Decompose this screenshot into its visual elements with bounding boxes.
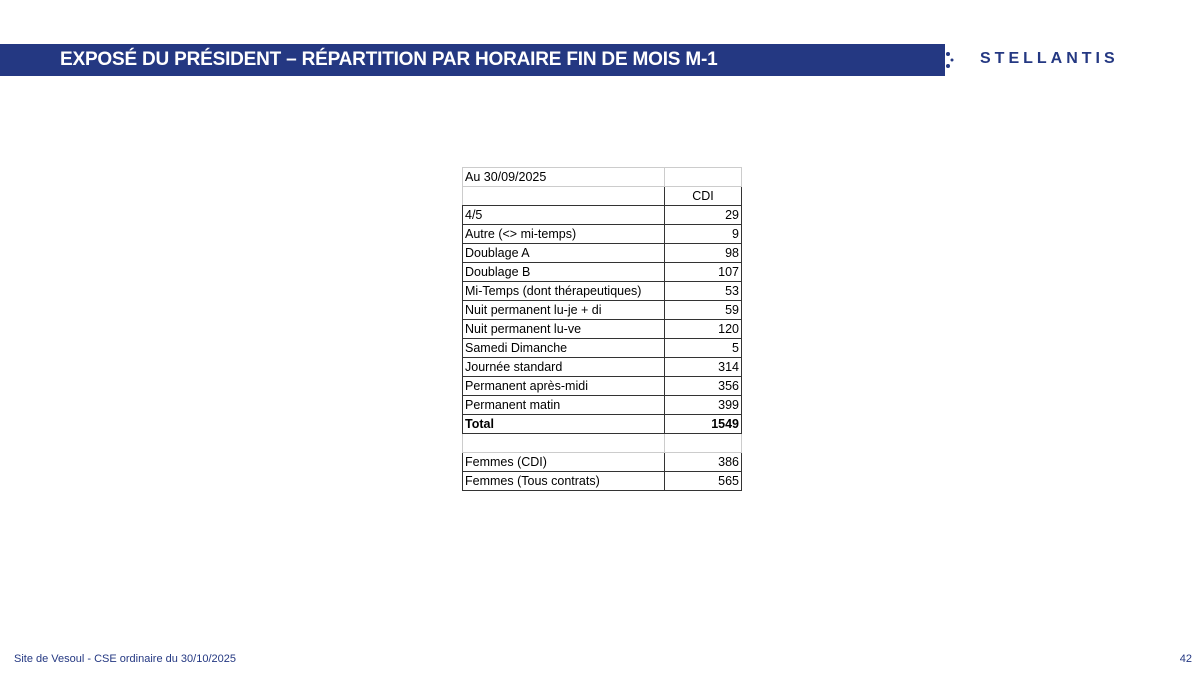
- row-label: Femmes (Tous contrats): [462, 471, 665, 491]
- logo-dots-icon: [941, 47, 954, 73]
- table-row: Femmes (Tous contrats) 565: [462, 471, 742, 491]
- row-value: 314: [664, 357, 742, 377]
- stellantis-logo: STELLANTIS: [980, 50, 1119, 67]
- table-row: Permanent après-midi 356: [462, 376, 742, 396]
- spacer-row: [462, 433, 742, 453]
- row-value: 565: [664, 471, 742, 491]
- table-row: Mi-Temps (dont thérapeutiques) 53: [462, 281, 742, 301]
- row-value: 1549: [664, 414, 742, 434]
- row-label: Total: [462, 414, 665, 434]
- slide-title: EXPOSÉ DU PRÉSIDENT – RÉPARTITION PAR HO…: [60, 49, 718, 70]
- row-label: Doublage B: [462, 262, 665, 282]
- row-label: Permanent matin: [462, 395, 665, 415]
- row-value: 107: [664, 262, 742, 282]
- row-value: 98: [664, 243, 742, 263]
- page-number: 42: [1179, 653, 1192, 665]
- table-row: Total 1549: [462, 414, 742, 434]
- schedule-table: Au 30/09/2025 CDI 4/5 29 Autre (<> mi-temp…: [462, 167, 742, 491]
- table-row: Samedi Dimanche 5: [462, 338, 742, 358]
- table-row: 4/5 29: [462, 205, 742, 225]
- row-value: 5: [664, 338, 742, 358]
- row-label: Nuit permanent lu-je + di: [462, 300, 665, 320]
- row-label: Journée standard: [462, 357, 665, 377]
- title-bar: EXPOSÉ DU PRÉSIDENT – RÉPARTITION PAR HO…: [0, 44, 945, 76]
- row-value: 399: [664, 395, 742, 415]
- table-row: Doublage B 107: [462, 262, 742, 282]
- row-value: 53: [664, 281, 742, 301]
- column-header-cdi: CDI: [664, 186, 742, 206]
- table-row: Permanent matin 399: [462, 395, 742, 415]
- row-label: Permanent après-midi: [462, 376, 665, 396]
- row-value: 386: [664, 452, 742, 472]
- row-label: Samedi Dimanche: [462, 338, 665, 358]
- footer-text: Site de Vesoul - CSE ordinaire du 30/10/…: [14, 653, 236, 665]
- row-value: 59: [664, 300, 742, 320]
- row-label: 4/5: [462, 205, 665, 225]
- table-row: Femmes (CDI) 386: [462, 452, 742, 472]
- row-label: Doublage A: [462, 243, 665, 263]
- table-row: Journée standard 314: [462, 357, 742, 377]
- row-label: Autre (<> mi-temps): [462, 224, 665, 244]
- table-row: Doublage A 98: [462, 243, 742, 263]
- row-value: 29: [664, 205, 742, 225]
- table-row: Nuit permanent lu-ve 120: [462, 319, 742, 339]
- row-label: Femmes (CDI): [462, 452, 665, 472]
- row-label: Nuit permanent lu-ve: [462, 319, 665, 339]
- row-value: 356: [664, 376, 742, 396]
- table-row: Autre (<> mi-temps) 9: [462, 224, 742, 244]
- row-value: 120: [664, 319, 742, 339]
- date-label: Au 30/09/2025: [462, 167, 665, 187]
- table-row: Nuit permanent lu-je + di 59: [462, 300, 742, 320]
- row-label: Mi-Temps (dont thérapeutiques): [462, 281, 665, 301]
- row-value: 9: [664, 224, 742, 244]
